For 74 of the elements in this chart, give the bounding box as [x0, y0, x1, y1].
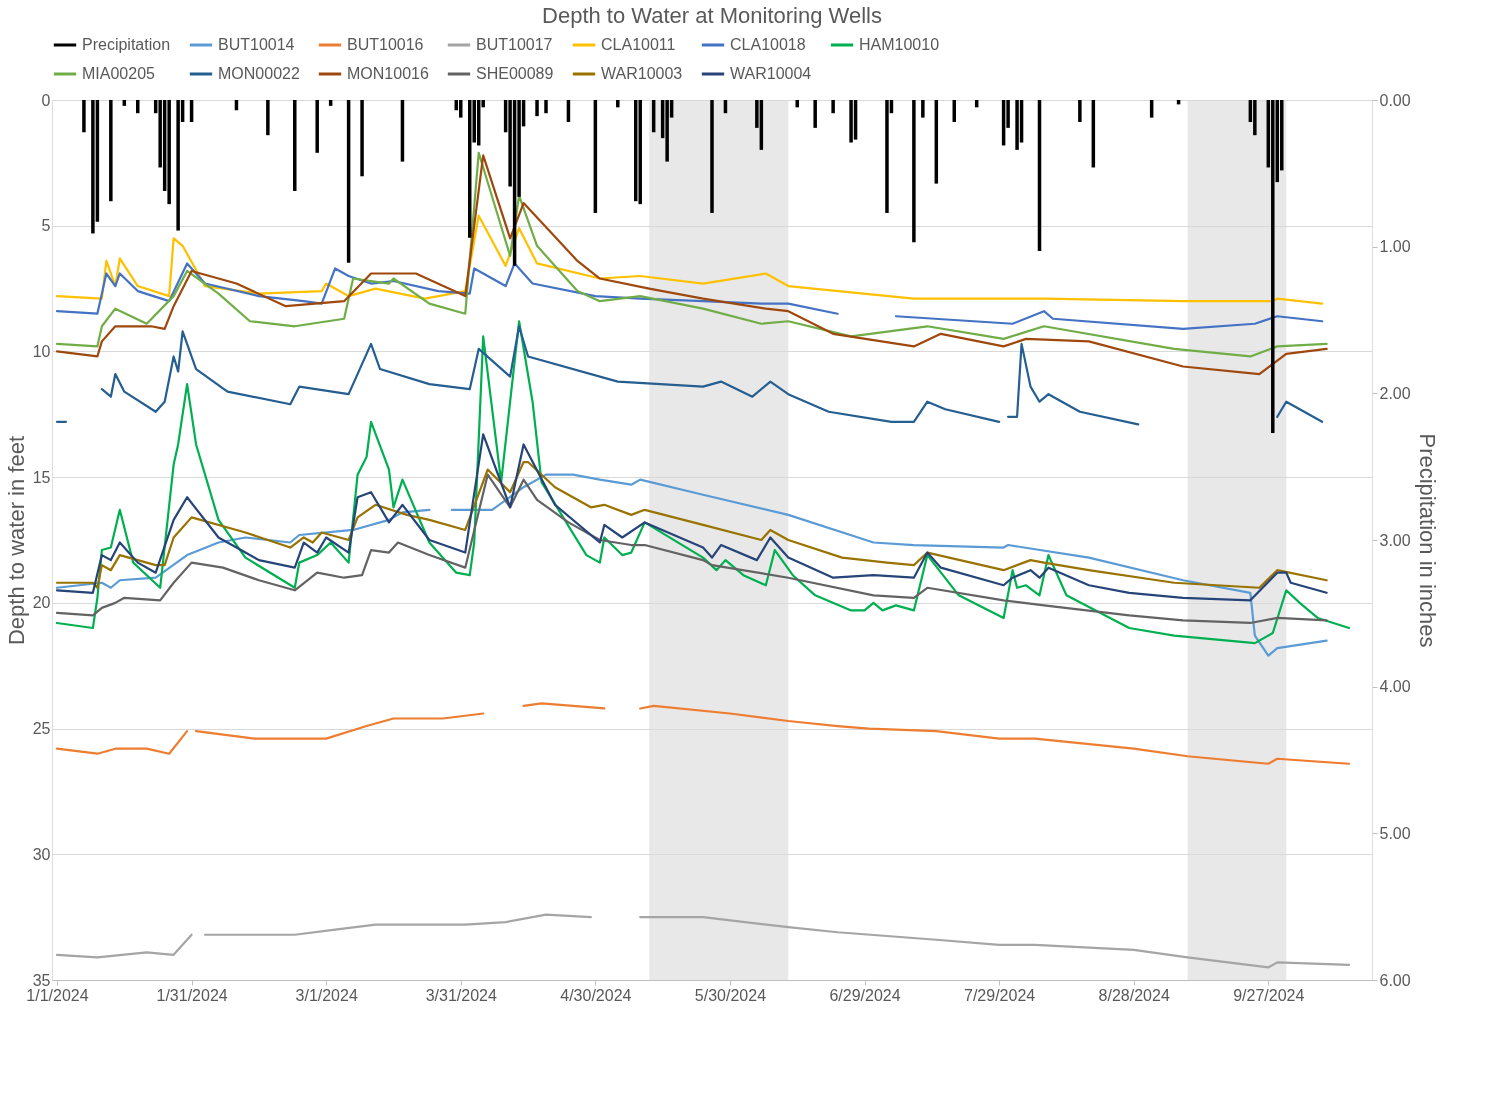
bar: [293, 100, 297, 191]
bar: [616, 100, 620, 108]
legend-label: WAR10003: [601, 65, 683, 82]
legend-label: HAM10010: [859, 36, 940, 53]
bar: [535, 100, 539, 117]
bar: [638, 100, 642, 205]
legend-label: BUT10016: [347, 36, 424, 53]
bar: [1253, 100, 1257, 136]
y-tick-label: 5: [41, 217, 51, 235]
y2-tick-label: 2.00: [1379, 384, 1411, 402]
y2-tick-label: 0.00: [1379, 91, 1411, 109]
line-series: [55, 433, 1328, 602]
y2-tick-label: 6.00: [1379, 971, 1411, 989]
legend-label: CLA10018: [730, 36, 806, 53]
bar: [266, 100, 270, 136]
bar: [1015, 100, 1019, 150]
bar: [360, 100, 364, 177]
bar: [912, 100, 916, 243]
x-tick-label: 3/1/2024: [295, 986, 358, 1004]
x-tick-label: 6/29/2024: [829, 986, 901, 1004]
bar: [82, 100, 86, 133]
y-tick-label: 10: [32, 342, 51, 360]
bar: [136, 100, 140, 114]
x-tick-label: 1/1/2024: [26, 986, 89, 1004]
y-tick-label: 35: [32, 971, 51, 989]
bar: [795, 100, 799, 108]
y-tick-label: 25: [32, 720, 51, 738]
bar: [665, 100, 669, 162]
y2-tick-label: 1.00: [1379, 238, 1411, 256]
legend-label: SHE00089: [476, 65, 554, 82]
y-tick-label: 0: [41, 91, 51, 109]
legend-label: MON10016: [347, 65, 429, 82]
bar: [885, 100, 889, 213]
x-tick-label: 1/31/2024: [156, 986, 228, 1004]
legend-label: BUT10014: [218, 36, 295, 53]
line-series: [55, 214, 1324, 305]
bar: [831, 100, 835, 114]
bar: [921, 100, 925, 118]
line-series: [55, 460, 1328, 589]
y-tick-label: 20: [32, 594, 51, 612]
bar: [91, 100, 95, 234]
x-tick-label: 9/27/2024: [1233, 986, 1305, 1004]
bar: [544, 100, 548, 114]
bar: [1078, 100, 1082, 122]
bar: [849, 100, 853, 143]
y2-tick-label: 4.00: [1379, 678, 1411, 696]
legend-label: CLA10011: [601, 36, 676, 53]
bar: [459, 100, 463, 118]
bar: [176, 100, 180, 231]
line-series: [55, 320, 1351, 645]
legend-label: BUT10017: [476, 36, 553, 53]
x-tick-label: 8/28/2024: [1098, 986, 1170, 1004]
x-tick-label: 7/29/2024: [964, 986, 1036, 1004]
legend-label: WAR10004: [730, 65, 812, 82]
x-tick-label: 3/31/2024: [425, 986, 497, 1004]
x-tick-label: 4/30/2024: [560, 986, 632, 1004]
x-tick-label: 5/30/2024: [694, 986, 767, 1004]
bar: [109, 100, 113, 202]
legend-label: MON00022: [218, 65, 300, 82]
line-series: [55, 473, 1328, 625]
y-tick-label: 30: [32, 845, 51, 863]
y-tick-label: 15: [32, 468, 51, 486]
legend-label: Precipitation: [82, 36, 171, 53]
legend-label: MIA00205: [82, 65, 156, 82]
bar: [813, 100, 817, 128]
bar: [710, 100, 714, 213]
y2-tick-label: 3.00: [1379, 531, 1411, 549]
y2-tick-label: 5.00: [1379, 824, 1411, 842]
y2-axis-title: Precipitation in inches: [1414, 433, 1440, 648]
bar: [167, 100, 171, 205]
bar: [315, 100, 319, 153]
bar: [1271, 100, 1275, 433]
chart-title: Depth to Water at Monitoring Wells: [542, 3, 882, 28]
y-axis-title: Depth to water in feet: [3, 435, 29, 646]
